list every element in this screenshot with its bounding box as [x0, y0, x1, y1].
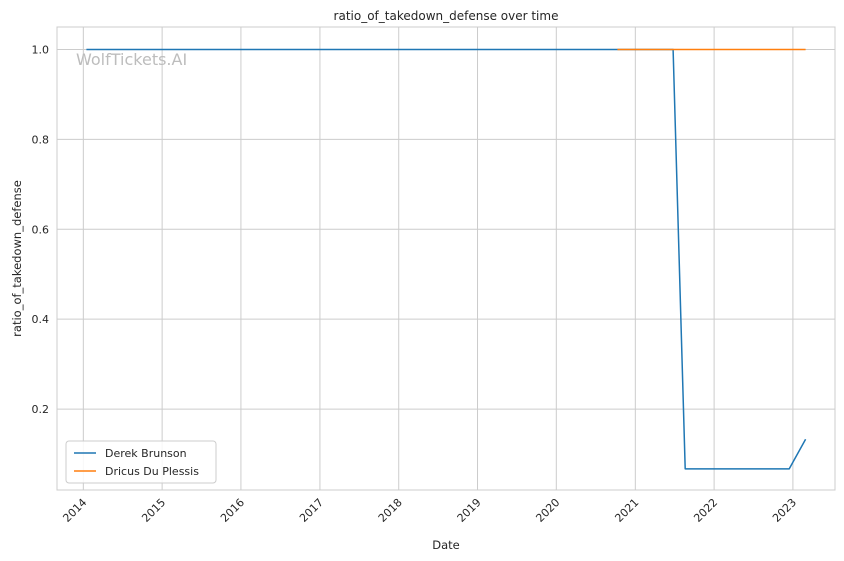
legend-label-derek-brunson: Derek Brunson: [105, 447, 187, 460]
y-tick-label: 0.2: [32, 403, 50, 416]
legend-label-dricus-du-plessis: Dricus Du Plessis: [105, 465, 199, 478]
watermark-text: WolfTickets.AI: [76, 50, 187, 69]
y-tick-label: 0.6: [32, 223, 50, 236]
legend-box: [65, 440, 217, 484]
y-tick-label: 0.4: [32, 313, 50, 326]
legend: Derek Brunson Dricus Du Plessis: [65, 440, 217, 484]
y-tick-label: 0.8: [32, 133, 50, 146]
y-tick-label: 1.0: [32, 43, 50, 56]
y-axis-ticks: 0.2 0.4 0.6 0.8 1.0: [32, 43, 50, 416]
chart-title: ratio_of_takedown_defense over time: [334, 9, 559, 23]
x-axis-title: Date: [432, 538, 460, 552]
series-lines: [86, 48, 807, 470]
plot-area-frame: [56, 26, 836, 491]
y-axis-title: ratio_of_takedown_defense: [10, 180, 24, 337]
series-line-derek-brunson: [86, 48, 807, 470]
